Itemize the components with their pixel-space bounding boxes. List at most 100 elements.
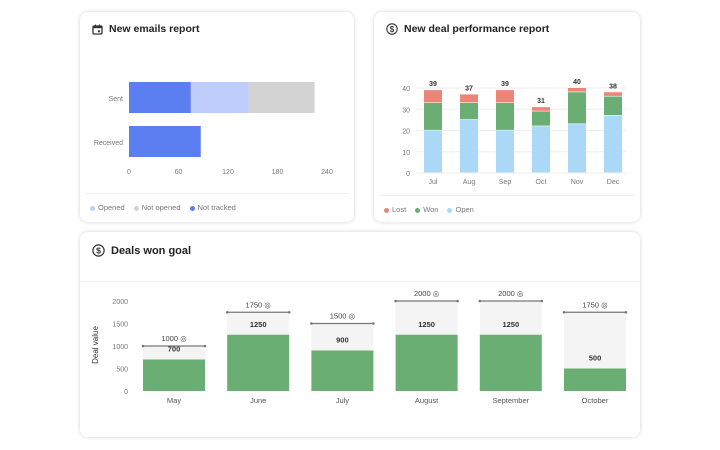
svg-text:$: $ [390,25,395,34]
title-text: Deals won goal [111,244,192,257]
legend-item: Not tracked [189,203,236,212]
goal-line-end [394,299,397,303]
emails-chart: Sent Received 0 60 120 180 240 [94,82,333,176]
dollar-icon: $ [92,244,105,257]
bar-segment [568,88,586,92]
bar-segment [532,111,550,126]
y-tick-label: 2000 [112,299,128,306]
x-tick-label: Nov [571,179,584,186]
bar [479,334,542,391]
bar-segment [496,102,514,130]
bar-segment [460,102,478,120]
bar-segment [460,119,478,173]
goal-label: 1750 ◎ [246,300,272,309]
legend-label: Won [423,205,439,214]
goal-line-end [203,344,207,348]
legend-label: Open [455,205,474,214]
legend-label: Opened [98,203,125,212]
goal-line-end [478,299,482,303]
y-tick-label: 30 [402,107,410,114]
legend-item: Lost [384,205,406,214]
bar-segment [568,92,586,124]
bar-segment [424,102,442,130]
legend-label: Not tracked [197,203,236,212]
total-label: 39 [501,81,509,88]
legend-item: Open [447,205,474,214]
total-label: 37 [465,85,473,92]
legend: Lost Won Open [384,205,474,214]
total-label: 39 [429,81,437,88]
x-tick-label: 0 [127,169,131,176]
legend-label: Not opened [141,203,181,212]
bar-segment [604,96,622,116]
x-tick-label: 120 [222,169,234,176]
bar-segment [532,107,550,111]
bar [143,359,205,391]
bar-segment [190,82,249,113]
y-tick-label: 40 [402,86,410,93]
value-label: 1250 [250,320,267,329]
legend-swatch [415,207,421,213]
goal-line-end [456,299,459,303]
x-tick-label: Dec [607,179,620,186]
bar-segment [460,94,478,103]
value-label: 500 [589,354,602,363]
bar-segment [424,130,442,173]
x-tick-label: October [582,396,609,405]
y-tick-label: 0 [406,171,410,178]
bar-segment [496,90,514,103]
x-tick-label: 60 [175,169,183,176]
y-tick-label: 1500 [112,322,128,329]
y-axis-label: Deal value [91,326,100,364]
bar-segment [496,130,514,173]
legend: Opened Not opened Not tracked [90,203,236,212]
bar-segment [129,82,191,113]
deal-performance-chart: 0 10 20 30 40 39 Jul 37 Aug 39 Sep 31 Oct 40 Nov 38 Dec [402,79,626,186]
bar-segment [604,92,622,96]
goal-line-end [372,322,375,325]
bar-segment [248,82,315,113]
bar [311,350,374,391]
x-tick-label: May [167,396,181,405]
svg-text:$: $ [96,246,101,256]
legend-swatch [189,205,195,211]
category-label: Received [94,140,123,147]
x-tick-label: August [415,396,439,405]
goal-line-end [562,310,566,314]
divider [86,193,348,194]
legend-item: Won [415,205,438,214]
legend-item: Not opened [133,203,181,212]
goal-label: 2000 ◎ [498,289,524,298]
category-label: Sent [109,96,123,103]
deals-won-goal-card: $ Deals won goal Deal value 0 500 1000 1500 2… [80,232,640,437]
bar [395,334,458,391]
legend-item: Opened [90,203,125,212]
value-label: 1250 [418,320,435,329]
y-tick-label: 10 [402,150,410,157]
value-label: 700 [168,345,181,354]
bar [227,334,290,391]
y-tick-label: 0 [124,389,128,396]
y-tick-label: 20 [402,129,410,136]
x-tick-label: Oct [536,179,547,186]
deal-performance-card: $ New deal performance report 0 10 20 30 40 3… [374,12,640,222]
bar-segment [568,124,586,173]
goal-line-end [310,322,313,325]
title-text: New deal performance report [404,23,550,35]
x-tick-label: 240 [321,169,333,176]
goal-line-end [225,310,229,314]
card-title: New emails report [92,23,199,35]
divider [380,195,634,196]
goal-line-end [287,310,291,314]
calendar-icon [92,24,103,35]
legend-swatch [90,205,95,211]
total-label: 38 [609,83,617,90]
new-emails-report-card: New emails report Sent Received 0 60 120 180 2… [80,12,354,222]
divider [80,281,640,282]
goal-label: 2000 ◎ [414,289,440,298]
x-tick-label: July [336,396,350,405]
bar-segment [424,90,442,103]
x-tick-label: Jul [429,179,438,186]
goal-label: 1500 ◎ [330,312,356,321]
legend-swatch [133,205,139,211]
